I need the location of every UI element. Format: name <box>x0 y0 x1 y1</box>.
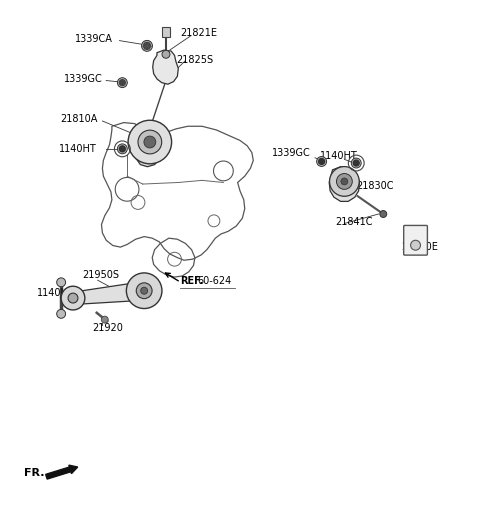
Circle shape <box>101 316 108 323</box>
Text: 1140HT: 1140HT <box>59 144 96 154</box>
Text: 21825S: 21825S <box>176 55 213 65</box>
Text: REF.: REF. <box>180 276 204 286</box>
Circle shape <box>57 278 66 287</box>
Circle shape <box>142 40 153 52</box>
Circle shape <box>144 136 156 148</box>
Circle shape <box>410 241 420 250</box>
Circle shape <box>61 286 85 310</box>
Text: 1140JA: 1140JA <box>37 288 71 298</box>
Text: 1140HT: 1140HT <box>320 151 358 161</box>
Circle shape <box>120 146 125 152</box>
Circle shape <box>68 293 78 303</box>
Circle shape <box>118 144 127 154</box>
Text: 21920: 21920 <box>92 322 123 332</box>
Circle shape <box>141 287 148 294</box>
Circle shape <box>319 158 324 165</box>
Text: 60-624: 60-624 <box>197 276 231 286</box>
Text: 21841C: 21841C <box>335 217 372 227</box>
Text: FR.: FR. <box>24 468 45 478</box>
Circle shape <box>380 211 387 218</box>
Text: 21810A: 21810A <box>60 114 98 124</box>
Circle shape <box>144 42 150 49</box>
Text: 21950S: 21950S <box>83 270 120 280</box>
FancyArrow shape <box>46 465 78 479</box>
Text: 1339GC: 1339GC <box>63 74 102 84</box>
Text: 1339GC: 1339GC <box>272 148 311 158</box>
Polygon shape <box>136 142 162 167</box>
Circle shape <box>126 273 162 309</box>
Circle shape <box>351 158 361 168</box>
Polygon shape <box>75 281 145 304</box>
Circle shape <box>330 167 359 196</box>
Text: 21821E: 21821E <box>180 28 217 38</box>
Circle shape <box>162 50 170 58</box>
Text: 21830C: 21830C <box>356 181 394 191</box>
FancyBboxPatch shape <box>404 226 427 255</box>
Circle shape <box>138 130 162 154</box>
Circle shape <box>353 160 359 166</box>
Bar <box>162 27 170 37</box>
Circle shape <box>118 78 127 88</box>
Circle shape <box>341 178 348 185</box>
Text: 1339CA: 1339CA <box>75 33 113 44</box>
Text: 21880E: 21880E <box>401 242 438 252</box>
Circle shape <box>57 310 66 318</box>
Circle shape <box>120 80 125 85</box>
Circle shape <box>336 174 352 190</box>
Circle shape <box>128 120 172 164</box>
Circle shape <box>317 157 326 166</box>
Polygon shape <box>153 50 179 84</box>
Polygon shape <box>329 167 360 201</box>
Circle shape <box>136 283 152 298</box>
